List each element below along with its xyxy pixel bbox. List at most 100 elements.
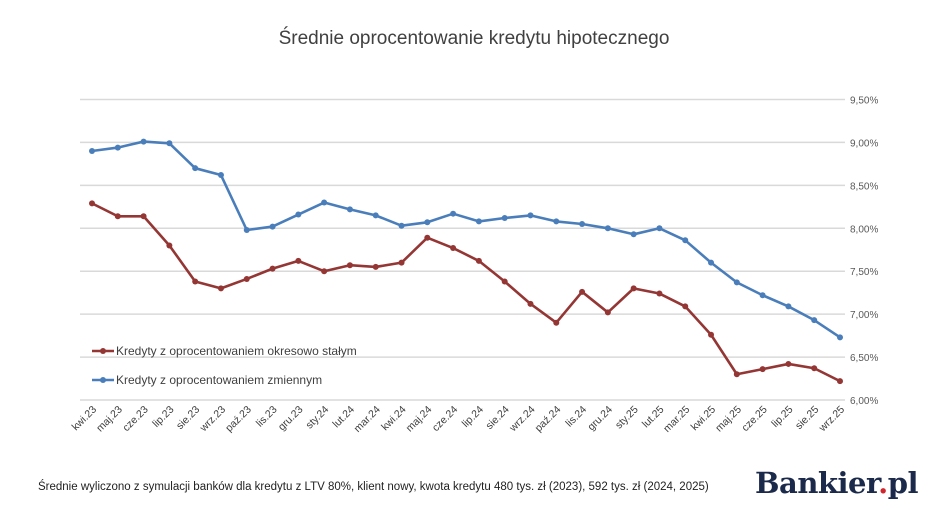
- x-tick-label: wrz.25: [816, 404, 847, 435]
- x-tick-label: wrz.24: [507, 404, 538, 435]
- x-tick-label: sty.24: [304, 404, 332, 432]
- x-tick-label: sty.25: [613, 404, 641, 432]
- x-tick-label: kwi.23: [70, 404, 100, 434]
- y-tick-label: 8,50%: [850, 181, 878, 192]
- data-point: [682, 237, 689, 244]
- x-tick-label: mar.24: [352, 404, 383, 435]
- data-point: [321, 199, 328, 206]
- data-point: [321, 268, 328, 275]
- data-point: [398, 222, 405, 229]
- data-point: [837, 378, 843, 385]
- x-tick-label: kwi.25: [689, 404, 719, 434]
- legend-label: Kredyty z oprocentowaniem zmiennym: [116, 373, 322, 387]
- data-point: [527, 300, 534, 307]
- data-point: [604, 225, 611, 232]
- legend-label: Kredyty z oprocentowaniem okresowo stały…: [116, 344, 357, 358]
- data-point: [140, 213, 147, 220]
- data-point: [475, 218, 482, 225]
- data-point: [114, 144, 121, 151]
- data-point: [811, 365, 818, 372]
- data-point: [759, 292, 766, 299]
- y-tick-label: 7,50%: [850, 267, 878, 278]
- x-tick-label: sie.24: [484, 404, 512, 432]
- x-tick-label: cze.25: [739, 404, 769, 434]
- data-point: [398, 259, 405, 266]
- x-tick-label: gru.24: [585, 404, 615, 434]
- x-tick-label: wrz.23: [197, 404, 228, 435]
- x-tick-label: paź.23: [223, 404, 254, 435]
- x-tick-label: kwi.24: [379, 404, 409, 434]
- x-tick-label: cze.24: [430, 404, 460, 434]
- data-point: [656, 290, 663, 297]
- data-point: [372, 212, 379, 219]
- y-tick-label: 9,50%: [850, 96, 878, 107]
- data-point: [527, 212, 534, 219]
- data-point: [89, 148, 95, 155]
- x-tick-label: sie.25: [793, 404, 821, 432]
- x-tick-label: gru.23: [276, 404, 306, 434]
- y-tick-label: 6,00%: [850, 396, 878, 407]
- data-point: [217, 285, 224, 292]
- x-tick-label: sie.23: [174, 404, 202, 432]
- y-tick-label: 8,00%: [850, 224, 878, 235]
- x-tick-label: lip.25: [769, 404, 795, 430]
- data-point: [579, 220, 586, 227]
- data-point: [243, 275, 250, 282]
- data-point: [475, 257, 482, 264]
- x-tick-label: cze.23: [120, 404, 150, 434]
- x-tick-label: maj.23: [94, 404, 125, 435]
- data-point: [89, 200, 95, 207]
- data-point: [140, 138, 147, 145]
- data-point: [166, 242, 173, 249]
- data-point: [295, 257, 302, 264]
- logo-name: Bankier: [755, 466, 879, 500]
- data-point: [450, 245, 457, 252]
- logo-dot: .: [878, 466, 888, 500]
- data-point: [733, 279, 740, 286]
- x-tick-label: paź.24: [533, 404, 564, 435]
- y-tick-label: 7,00%: [850, 310, 878, 321]
- logo-suffix: pl: [887, 466, 919, 500]
- data-point: [579, 288, 586, 295]
- data-point: [553, 218, 560, 225]
- data-point: [269, 265, 276, 272]
- data-point: [192, 278, 199, 285]
- y-tick-label: 9,00%: [850, 138, 878, 149]
- x-tick-label: lip.24: [460, 404, 486, 430]
- data-point: [708, 331, 715, 338]
- data-point: [346, 262, 353, 269]
- data-point: [269, 223, 276, 230]
- x-tick-label: lip.23: [150, 404, 176, 430]
- x-tick-label: maj.24: [404, 404, 435, 435]
- chart-title: Średnie oprocentowanie kredytu hipoteczn…: [278, 28, 670, 49]
- data-point: [656, 225, 663, 232]
- y-tick-label: 6,50%: [850, 353, 878, 364]
- data-point: [837, 334, 843, 341]
- data-point: [424, 219, 431, 226]
- data-point: [811, 317, 818, 324]
- legend-marker: [100, 348, 106, 354]
- bankier-logo: Bankier.pl: [755, 466, 918, 500]
- data-point: [604, 309, 611, 316]
- data-point: [501, 214, 508, 221]
- data-point: [114, 213, 121, 220]
- data-point: [708, 259, 715, 266]
- data-point: [192, 165, 199, 172]
- data-point: [759, 366, 766, 373]
- series-line-1: [91, 140, 841, 339]
- data-point: [785, 303, 792, 310]
- legend-marker: [100, 377, 106, 383]
- x-tick-label: mar.25: [661, 404, 692, 435]
- data-point: [372, 263, 379, 270]
- data-point: [553, 319, 560, 326]
- data-point: [630, 285, 637, 292]
- series-line-0: [91, 202, 841, 383]
- data-point: [450, 210, 457, 217]
- data-point: [346, 206, 353, 213]
- data-point: [295, 211, 302, 218]
- data-point: [733, 371, 740, 378]
- data-point: [682, 303, 689, 310]
- data-point: [243, 227, 250, 234]
- data-point: [166, 140, 173, 147]
